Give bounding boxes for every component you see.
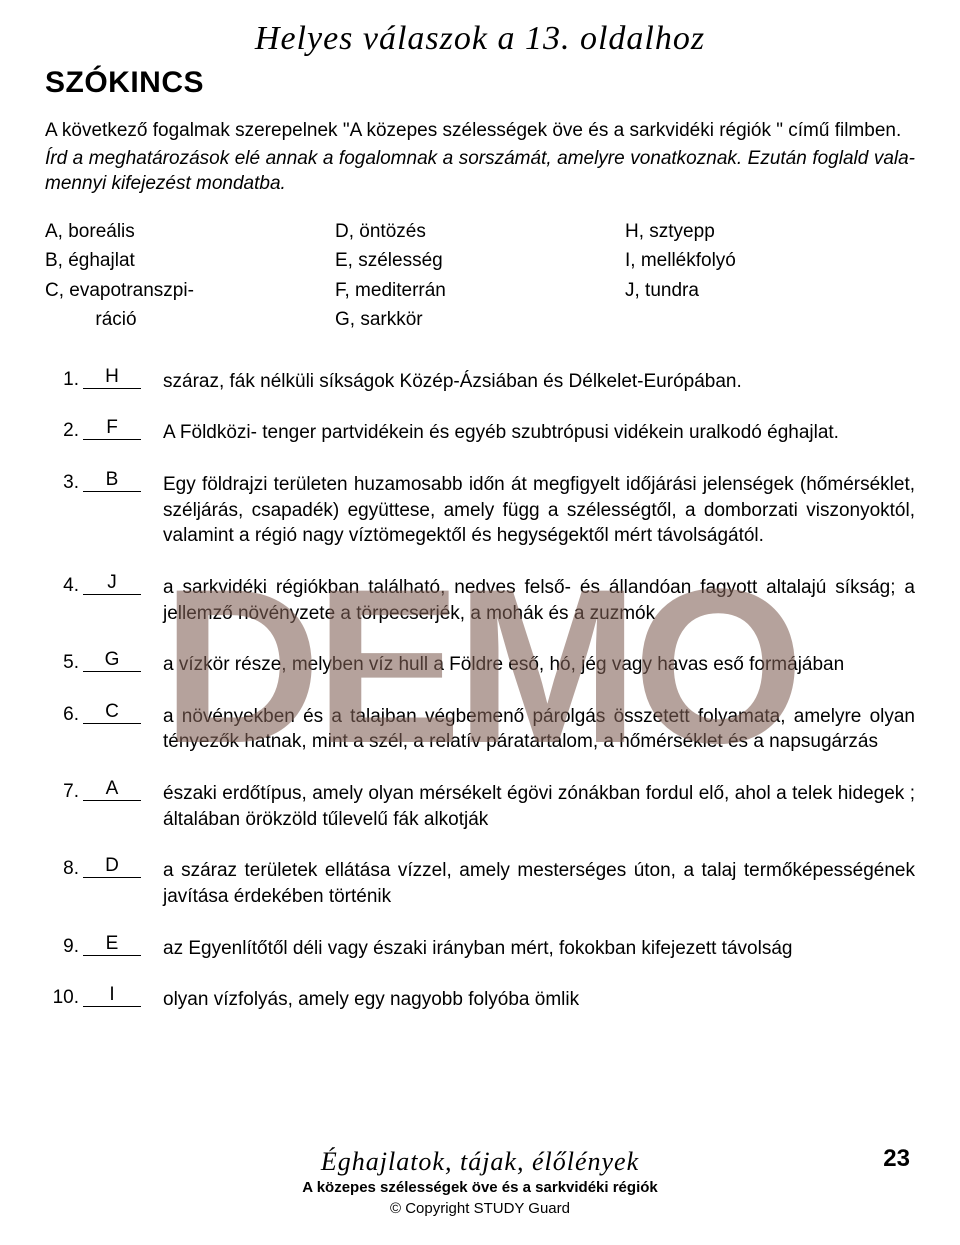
- terms-col-3: H, sztyepp I, mellékfolyó J, tundra: [625, 217, 915, 335]
- question-item: 6. C a növényekben és a talajban végbeme…: [45, 704, 915, 755]
- definition-text: az Egyenlítőtől déli vagy északi irányba…: [163, 936, 915, 962]
- answer-letter: G: [105, 649, 120, 670]
- question-number: 7.: [45, 781, 83, 803]
- answer-letter: I: [109, 984, 114, 1005]
- definition-text: a sarkvidéki régiókban található, nedves…: [163, 575, 915, 626]
- answer-letter: J: [107, 572, 117, 593]
- terms-col-1: A, boreális B, éghajlat C, evapotranszpi…: [45, 217, 335, 335]
- question-item: 2. F A Földközi- tenger partvidékein és …: [45, 420, 915, 446]
- term-j: J, tundra: [625, 276, 915, 305]
- answer-letter: C: [105, 701, 119, 722]
- answer-letter: D: [105, 855, 119, 876]
- question-number: 9.: [45, 936, 83, 958]
- term-h: H, sztyepp: [625, 217, 915, 246]
- answer-blank[interactable]: E: [83, 934, 141, 956]
- definition-text: a növényekben és a talajban végbemenő pá…: [163, 704, 915, 755]
- definition-text: a vízkör része, melyben víz hull a Földr…: [163, 652, 915, 678]
- term-c-part1: C, evapotranszpi-: [45, 276, 335, 305]
- answer-letter: F: [106, 417, 118, 438]
- answer-blank[interactable]: J: [83, 573, 141, 595]
- definition-text: száraz, fák nélküli síkságok Közép-Ázsiá…: [163, 369, 915, 395]
- answer-blank[interactable]: D: [83, 856, 141, 878]
- term-f: F, mediterrán: [335, 276, 625, 305]
- question-item: 1. H száraz, fák nélküli síkságok Közép-…: [45, 369, 915, 395]
- page-title: Helyes válaszok a 13. oldalhoz: [45, 20, 915, 58]
- intro-line-1: A következő fogalmak szerepelnek "A köze…: [45, 118, 915, 144]
- definition-text: a száraz területek ellátása vízzel, amel…: [163, 858, 915, 909]
- term-i: I, mellékfolyó: [625, 246, 915, 275]
- footer-subtitle: A közepes szélességek öve és a sarkvidék…: [0, 1179, 960, 1196]
- answer-blank[interactable]: G: [83, 650, 141, 672]
- definition-text: északi erdőtípus, amely olyan mérsékelt …: [163, 781, 915, 832]
- term-d: D, öntözés: [335, 217, 625, 246]
- question-number: 8.: [45, 858, 83, 880]
- question-number: 6.: [45, 704, 83, 726]
- question-list: 1. H száraz, fák nélküli síkságok Közép-…: [45, 369, 915, 1013]
- question-item: 4. J a sarkvidéki régiókban található, n…: [45, 575, 915, 626]
- question-item: 5. G a vízkör része, melyben víz hull a …: [45, 652, 915, 678]
- footer-title: Éghajlatok, tájak, élőlények: [0, 1147, 960, 1177]
- answer-blank[interactable]: I: [83, 985, 141, 1007]
- question-item: 10. I olyan vízfolyás, amely egy nagyobb…: [45, 987, 915, 1013]
- question-number: 5.: [45, 652, 83, 674]
- terms-col-2: D, öntözés E, szélesség F, mediterrán G,…: [335, 217, 625, 335]
- term-a: A, boreális: [45, 217, 335, 246]
- question-number: 4.: [45, 575, 83, 597]
- answer-blank[interactable]: H: [83, 367, 141, 389]
- question-item: 8. D a száraz területek ellátása vízzel,…: [45, 858, 915, 909]
- answer-letter: H: [105, 366, 119, 387]
- definition-text: A Földközi- tenger partvidékein és egyéb…: [163, 420, 915, 446]
- answer-blank[interactable]: F: [83, 418, 141, 440]
- term-b: B, éghajlat: [45, 246, 335, 275]
- question-item: 3. B Egy földrajzi területen huzamosabb …: [45, 472, 915, 549]
- section-heading: SZÓKINCS: [45, 66, 915, 100]
- term-g: G, sarkkör: [335, 305, 625, 334]
- terms-grid: A, boreális B, éghajlat C, evapotranszpi…: [45, 217, 915, 335]
- question-item: 9. E az Egyenlítőtől déli vagy északi ir…: [45, 936, 915, 962]
- definition-text: Egy földrajzi területen huzamosabb időn …: [163, 472, 915, 549]
- answer-blank[interactable]: A: [83, 779, 141, 801]
- answer-letter: A: [106, 778, 119, 799]
- footer-copyright: © Copyright STUDY Guard: [0, 1200, 960, 1217]
- answer-blank[interactable]: B: [83, 470, 141, 492]
- definition-text: olyan vízfolyás, amely egy nagyobb folyó…: [163, 987, 915, 1013]
- term-c-part2: ráció: [45, 305, 335, 334]
- term-e: E, szélesség: [335, 246, 625, 275]
- answer-blank[interactable]: C: [83, 702, 141, 724]
- question-number: 10.: [45, 987, 83, 1009]
- question-number: 1.: [45, 369, 83, 391]
- worksheet-page: DEMO Helyes válaszok a 13. oldalhoz SZÓK…: [0, 0, 960, 1245]
- question-number: 3.: [45, 472, 83, 494]
- intro-line-2: Írd a meghatározások elé annak a fogalom…: [45, 146, 915, 197]
- page-footer: Éghajlatok, tájak, élőlények A közepes s…: [0, 1147, 960, 1217]
- question-number: 2.: [45, 420, 83, 442]
- answer-letter: E: [106, 933, 119, 954]
- answer-letter: B: [106, 469, 119, 490]
- question-item: 7. A északi erdőtípus, amely olyan mérsé…: [45, 781, 915, 832]
